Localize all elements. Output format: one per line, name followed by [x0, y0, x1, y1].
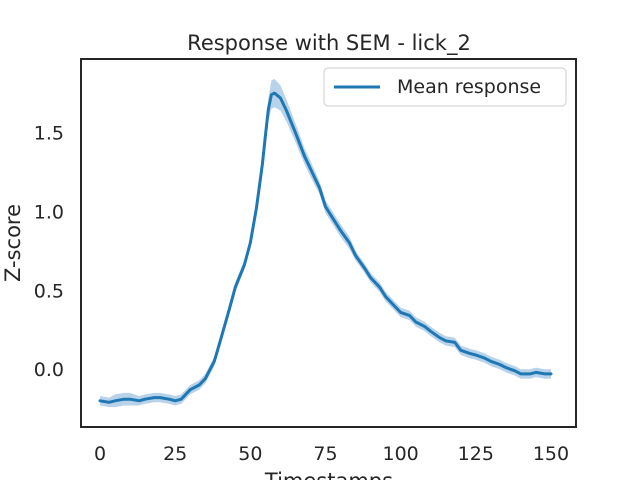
- x-tick-label: 125: [458, 443, 494, 465]
- x-tick-label: 75: [313, 443, 337, 465]
- legend: Mean response: [323, 67, 567, 107]
- x-tick-label: 50: [238, 443, 262, 465]
- legend-box: [323, 67, 567, 107]
- y-axis-label: Z-score: [1, 204, 25, 282]
- chart-title: Response with SEM - lick_2: [187, 31, 471, 56]
- x-tick-label: 0: [94, 443, 106, 465]
- y-tick-label: 1.5: [34, 123, 64, 145]
- x-tick-label: 100: [383, 443, 419, 465]
- y-tick-label: 1.0: [34, 201, 64, 223]
- x-tick-label: 25: [163, 443, 187, 465]
- y-tick-label: 0.5: [34, 280, 64, 302]
- y-axis-ticks: 0.0 0.5 1.0 1.5: [34, 123, 64, 382]
- x-axis-ticks: 0 25 50 75 100 125 150: [94, 443, 569, 465]
- plot-area: [98, 78, 553, 408]
- y-tick-label: 0.0: [34, 359, 64, 381]
- legend-label: Mean response: [397, 76, 541, 98]
- x-axis-label: Timestamps: [264, 469, 393, 480]
- mean-response-line: [98, 91, 553, 404]
- axes-frame: [80, 58, 577, 428]
- x-tick-label: 150: [533, 443, 569, 465]
